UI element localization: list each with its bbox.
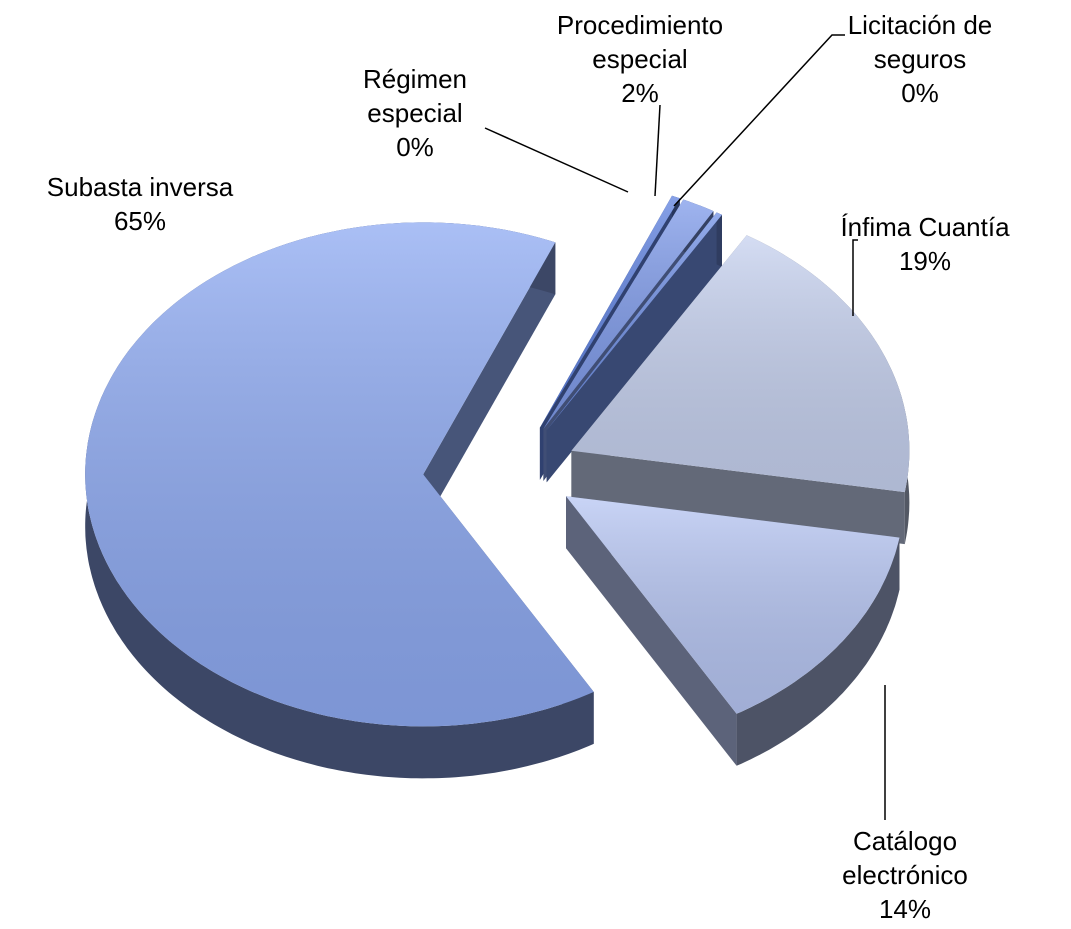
slice-side	[546, 214, 722, 483]
slice-wall	[736, 537, 900, 766]
leader-line	[484, 127, 629, 193]
slice-label: Licitación de seguros 0%	[820, 8, 1020, 110]
category-label: Procedimiento especial	[556, 10, 724, 74]
slice-side	[423, 242, 556, 527]
slice-side	[566, 496, 737, 766]
slice-label: Catálogo electrónico 14%	[820, 824, 990, 926]
value-label: 2%	[621, 78, 659, 108]
slice-label: Procedimiento especial 2%	[530, 8, 750, 110]
slice-wall	[716, 212, 722, 267]
category-label: Régimen especial	[362, 64, 468, 128]
slice-sheen	[546, 212, 722, 431]
slice-side	[571, 450, 905, 545]
slice-sheen	[85, 222, 594, 727]
value-label: 0%	[901, 78, 939, 108]
slice-label: Subasta inversa 65%	[5, 170, 275, 238]
slice-sheen	[566, 496, 900, 714]
value-label: 65%	[113, 206, 167, 236]
slice-sheen	[539, 195, 680, 428]
leader-line	[673, 34, 845, 207]
value-label: 14%	[878, 894, 932, 924]
slice-sheen	[571, 235, 910, 493]
slice-wall	[85, 222, 594, 779]
category-label: Ínfima Cuantía	[840, 212, 1010, 242]
value-label: 19%	[898, 246, 952, 276]
pie	[85, 195, 910, 779]
value-label: 0%	[396, 132, 434, 162]
slice-label: Ínfima Cuantía 19%	[795, 210, 1055, 278]
category-label: Licitación de seguros	[847, 10, 993, 74]
slice-sheen	[543, 199, 714, 429]
category-label: Subasta inversa	[46, 172, 234, 202]
leader-line	[654, 104, 661, 197]
category-label: Catálogo electrónico	[842, 826, 968, 890]
slice-label: Régimen especial 0%	[340, 62, 490, 164]
leader-line	[852, 239, 858, 316]
